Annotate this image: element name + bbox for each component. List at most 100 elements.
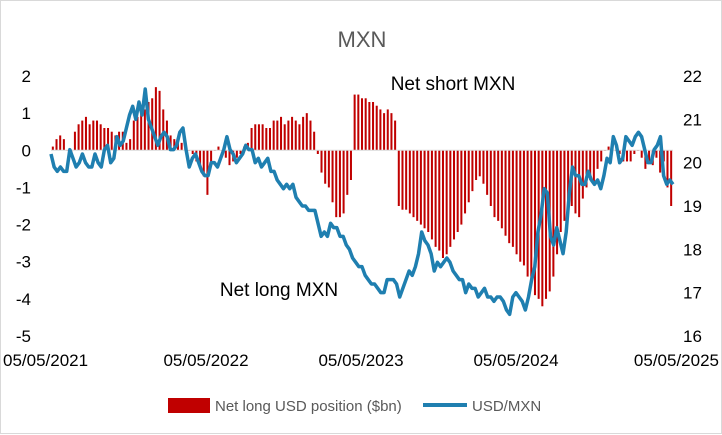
bar xyxy=(202,150,205,177)
bar xyxy=(600,150,603,162)
bar xyxy=(581,150,584,199)
right-tick-label: 20 xyxy=(683,154,702,173)
legend-bar-swatch xyxy=(168,398,210,413)
bar xyxy=(486,150,489,195)
bar xyxy=(438,150,441,251)
bar xyxy=(467,150,470,203)
bar xyxy=(397,150,400,206)
bar xyxy=(110,131,113,151)
left-tick-label: -3 xyxy=(16,253,31,272)
bar xyxy=(261,124,264,151)
bar xyxy=(81,120,84,151)
bar xyxy=(456,150,459,232)
bar xyxy=(88,124,91,151)
bar xyxy=(353,94,356,151)
bar xyxy=(125,142,128,151)
bar xyxy=(51,146,54,151)
x-tick-label: 05/05/2023 xyxy=(318,351,403,370)
bar xyxy=(239,150,242,154)
bar xyxy=(478,150,481,177)
bar xyxy=(327,150,330,188)
bar xyxy=(607,146,610,151)
bar xyxy=(375,105,378,151)
bar xyxy=(482,150,485,184)
bar xyxy=(298,124,301,151)
x-tick-label: 05/05/2021 xyxy=(3,351,88,370)
bar xyxy=(140,113,143,151)
bar xyxy=(541,150,544,307)
bar xyxy=(217,146,220,151)
bar xyxy=(489,150,492,206)
chart-title: MXN xyxy=(338,27,387,52)
bar xyxy=(257,124,260,151)
left-tick-label: -2 xyxy=(16,216,31,235)
bar xyxy=(99,124,102,151)
bar xyxy=(272,120,275,151)
bar xyxy=(530,150,533,284)
bar xyxy=(291,116,294,151)
bar xyxy=(309,120,312,151)
bar xyxy=(335,150,338,218)
bar xyxy=(107,128,110,151)
bar xyxy=(640,150,643,158)
bar xyxy=(408,150,411,214)
bar xyxy=(224,150,227,158)
bar xyxy=(618,150,621,154)
bar xyxy=(511,150,514,247)
bar xyxy=(471,150,474,192)
line-series xyxy=(49,87,675,317)
bar xyxy=(162,109,165,151)
bar xyxy=(147,102,150,151)
x-tick-label: 05/05/2025 xyxy=(634,351,719,370)
bar xyxy=(73,131,76,151)
bar xyxy=(283,124,286,151)
bar xyxy=(633,150,636,154)
bar xyxy=(338,150,341,218)
bar xyxy=(405,150,408,210)
bar xyxy=(331,150,334,203)
right-axis-ticks: 22 21 20 19 18 17 16 xyxy=(683,67,702,346)
bar xyxy=(59,135,62,151)
bar xyxy=(589,150,592,180)
bar xyxy=(412,150,415,218)
bar xyxy=(276,120,279,151)
bar xyxy=(228,150,231,166)
left-tick-label: 0 xyxy=(22,141,31,160)
x-tick-label: 05/05/2022 xyxy=(163,351,248,370)
bar xyxy=(386,109,389,151)
bar xyxy=(372,102,375,151)
bar xyxy=(250,128,253,151)
bar xyxy=(280,116,283,151)
bar xyxy=(154,87,157,151)
x-axis-ticks: 05/05/2021 05/05/2022 05/05/2023 05/05/2024… xyxy=(3,351,719,370)
bar xyxy=(493,150,496,218)
bar xyxy=(287,120,290,151)
bar xyxy=(460,150,463,225)
bar xyxy=(655,150,658,158)
bar xyxy=(199,150,202,169)
bar xyxy=(563,150,566,221)
bar xyxy=(265,128,268,151)
bar xyxy=(342,150,345,214)
bar xyxy=(578,150,581,218)
bar xyxy=(129,139,132,151)
annotation-net-long: Net long MXN xyxy=(220,280,338,301)
bar xyxy=(559,150,562,232)
bar xyxy=(497,150,500,221)
bar xyxy=(449,150,452,247)
bar xyxy=(95,120,99,151)
annotation-net-short: Net short MXN xyxy=(391,74,516,95)
bar xyxy=(92,120,95,151)
left-tick-label: -5 xyxy=(16,327,31,346)
bar xyxy=(55,139,58,151)
bar xyxy=(383,113,386,151)
right-tick-label: 21 xyxy=(683,110,702,129)
bar xyxy=(519,150,522,262)
bar xyxy=(254,124,257,151)
bar xyxy=(464,150,467,214)
bar xyxy=(545,150,548,299)
bar xyxy=(390,113,393,151)
bar xyxy=(423,150,426,229)
bar xyxy=(508,150,511,244)
